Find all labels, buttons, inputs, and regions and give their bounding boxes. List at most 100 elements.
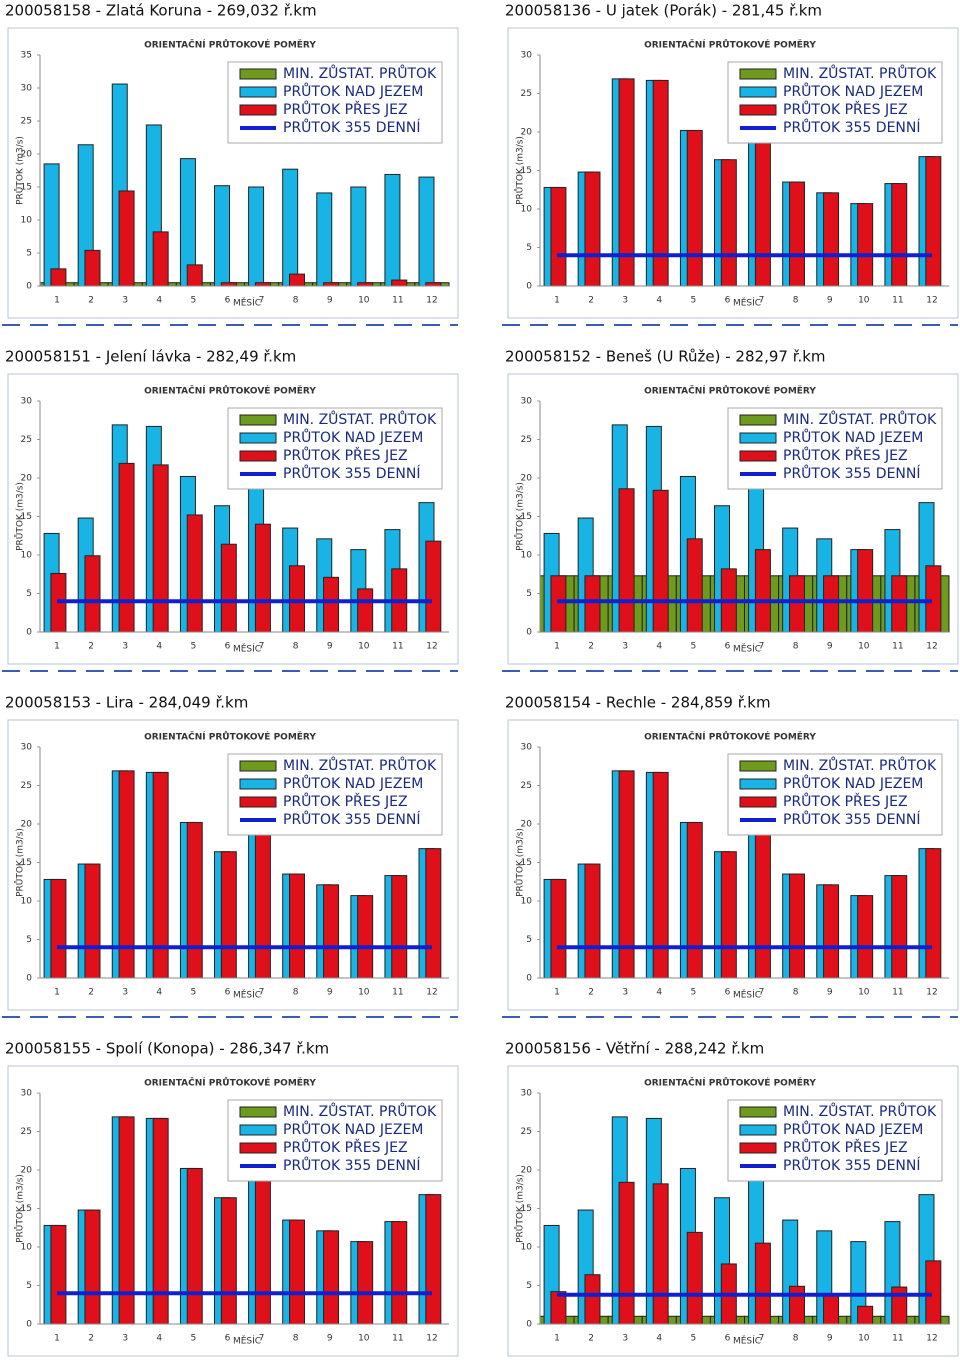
legend-label: PRŮTOK 355 DENNÍ (283, 118, 421, 136)
panel-title: 200058154 - Rechle - 284,859 ř.km (505, 694, 771, 712)
x-axis-label: MĚSÍC (233, 297, 261, 309)
x-tick-label: 1 (554, 1334, 560, 1344)
y-tick-label: 0 (26, 974, 32, 984)
y-tick-label: 15 (521, 858, 532, 868)
x-tick-label: 7 (259, 296, 265, 306)
y-axis-label: PRŮTOK (m3/s) (514, 136, 526, 205)
y-tick-label: 30 (521, 397, 533, 407)
y-axis-label: PRŮTOK (m3/s) (514, 1174, 526, 1243)
x-tick-label: 10 (358, 988, 370, 998)
panel-title: 200058156 - Větřní - 288,242 ř.km (505, 1040, 764, 1058)
y-axis-label: PRŮTOK (m3/s) (14, 482, 26, 551)
legend-label: PRŮTOK NAD JEZEM (283, 774, 423, 792)
x-tick-label: 8 (293, 988, 299, 998)
y-tick-label: 5 (526, 935, 532, 945)
bar (857, 203, 874, 287)
y-tick-label: 5 (26, 589, 32, 599)
x-tick-label: 10 (358, 1334, 370, 1344)
x-tick-label: 6 (725, 296, 731, 306)
x-tick-label: 5 (191, 296, 197, 306)
x-tick-label: 3 (122, 296, 128, 306)
x-tick-label: 2 (88, 988, 94, 998)
y-tick-label: 25 (21, 435, 32, 445)
bar (118, 190, 135, 287)
bar (686, 538, 703, 633)
x-tick-label: 10 (858, 1334, 870, 1344)
x-tick-label: 9 (327, 296, 333, 306)
bar (618, 488, 635, 633)
legend-swatch (239, 104, 277, 116)
x-tick-label: 9 (827, 642, 833, 652)
y-tick-label: 0 (526, 282, 532, 292)
legend-swatch (739, 760, 777, 772)
legend-label: MIN. ZŮSTAT. PRŮTOK (783, 1102, 937, 1120)
bar (220, 543, 237, 633)
x-tick-label: 4 (156, 1334, 162, 1344)
y-axis-label: PRŮTOK (m3/s) (14, 1174, 26, 1243)
legend-swatch (739, 1142, 777, 1154)
x-tick-label: 11 (892, 988, 903, 998)
y-tick-label: 5 (26, 249, 32, 259)
x-tick-label: 4 (156, 642, 162, 652)
y-tick-label: 10 (521, 1243, 533, 1253)
legend-label: MIN. ZŮSTAT. PRŮTOK (783, 64, 937, 82)
chart-subtitle: ORIENTAČNÍ PRŮTOKOVÉ POMĚRY (644, 39, 816, 51)
y-tick-label: 10 (521, 205, 533, 215)
legend-label: PRŮTOK NAD JEZEM (283, 1120, 423, 1138)
legend-swatch (739, 86, 777, 98)
x-axis-label: MĚSÍC (733, 1335, 761, 1347)
x-tick-label: 5 (691, 988, 697, 998)
bar (823, 884, 840, 979)
y-tick-label: 25 (21, 117, 32, 127)
bar (186, 821, 203, 979)
legend-swatch (239, 1142, 277, 1154)
y-tick-label: 0 (26, 282, 32, 292)
bar (282, 168, 299, 287)
y-tick-label: 15 (521, 1204, 532, 1214)
bar (720, 159, 737, 287)
x-tick-label: 10 (358, 296, 370, 306)
bar (288, 273, 305, 287)
y-tick-label: 25 (21, 1127, 32, 1137)
legend-swatch (239, 796, 277, 808)
bar (686, 821, 703, 979)
legend-label: MIN. ZŮSTAT. PRŮTOK (783, 756, 937, 774)
legend-label: PRŮTOK 355 DENNÍ (283, 810, 421, 828)
legend-swatch (239, 778, 277, 790)
bar (391, 875, 408, 979)
bar (925, 156, 942, 287)
bar (357, 895, 374, 979)
y-axis-label: PRŮTOK (m3/s) (514, 482, 526, 551)
legend-swatch (739, 104, 777, 116)
x-tick-label: 12 (426, 1334, 437, 1344)
x-tick-label: 8 (293, 1334, 299, 1344)
bar (323, 884, 340, 979)
x-tick-label: 12 (426, 642, 437, 652)
chart-subtitle: ORIENTAČNÍ PRŮTOKOVÉ POMĚRY (144, 1077, 316, 1089)
y-tick-label: 30 (21, 743, 33, 753)
bar (43, 163, 60, 287)
y-tick-label: 15 (521, 166, 532, 176)
x-tick-label: 6 (225, 988, 231, 998)
y-tick-label: 10 (21, 1243, 33, 1253)
bar (84, 249, 101, 287)
y-tick-label: 30 (21, 84, 33, 94)
panel-title: 200058158 - Zlatá Koruna - 269,032 ř.km (5, 2, 317, 20)
bar (186, 514, 203, 633)
x-tick-label: 2 (88, 642, 94, 652)
y-tick-label: 0 (526, 1320, 532, 1330)
y-tick-label: 20 (21, 1166, 33, 1176)
y-axis-label: PRŮTOK (m3/s) (14, 828, 26, 897)
bar (384, 173, 401, 287)
y-tick-label: 25 (521, 89, 532, 99)
bar (254, 1161, 271, 1325)
legend-label: PRŮTOK PŘES JEZ (283, 446, 408, 464)
y-tick-label: 5 (526, 243, 532, 253)
x-tick-label: 4 (156, 988, 162, 998)
x-tick-label: 9 (827, 1334, 833, 1344)
y-tick-label: 0 (26, 628, 32, 638)
y-tick-label: 20 (521, 820, 533, 830)
x-tick-label: 4 (656, 296, 662, 306)
bar (288, 873, 305, 979)
y-tick-label: 20 (21, 474, 33, 484)
